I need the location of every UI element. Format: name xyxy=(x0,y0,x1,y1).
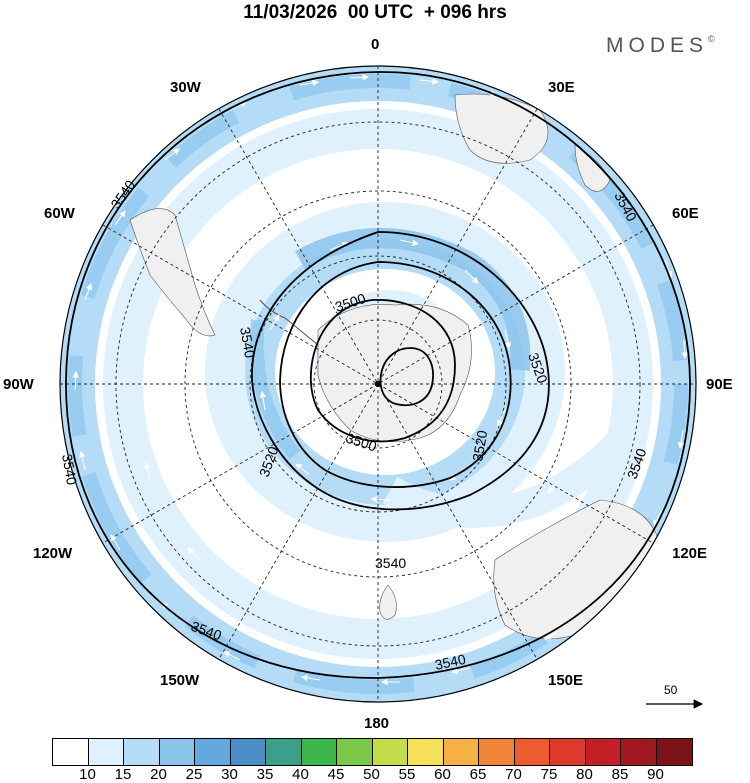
brand-logo: MODES© xyxy=(606,34,715,58)
height-contours xyxy=(65,71,691,679)
legend-swatch xyxy=(514,739,550,765)
map-title: 11/03/2026 00 UTC + 096 hrs xyxy=(243,2,507,23)
lon-label-30w: 30W xyxy=(170,79,201,96)
contour-label: 3540 xyxy=(375,555,406,571)
lon-label-150e: 150E xyxy=(548,672,584,689)
legend-tick-label: 65 xyxy=(469,766,487,783)
legend-tick-label: 25 xyxy=(185,766,203,783)
legend-swatch xyxy=(53,739,89,765)
legend-tick-label: 60 xyxy=(434,766,451,783)
legend-tick-label: 15 xyxy=(114,766,132,783)
legend-swatch xyxy=(301,739,337,765)
legend-tick-label: 75 xyxy=(540,766,558,783)
legend-tick-label: 40 xyxy=(292,766,309,783)
legend-tick-label: 85 xyxy=(611,766,629,783)
lon-label-60e: 60E xyxy=(672,205,699,222)
legend-swatch xyxy=(408,739,444,765)
legend-tick-label: 30 xyxy=(221,766,238,783)
lon-label-90w: 90W xyxy=(3,376,34,393)
legend-swatch xyxy=(550,739,586,765)
inner-jet-streak xyxy=(295,228,531,371)
new-zealand-land xyxy=(379,584,397,620)
legend-tick-label: 70 xyxy=(505,766,522,783)
lon-label-180: 180 xyxy=(364,715,390,732)
map-disk xyxy=(60,66,696,702)
contour-label: 3540 xyxy=(237,326,258,360)
legend-tick-label: 90 xyxy=(647,766,664,783)
legend-tick-label: 35 xyxy=(256,766,274,783)
legend-swatch xyxy=(656,739,692,765)
legend-swatch xyxy=(585,739,621,765)
contour-3540-inner xyxy=(251,231,550,511)
contour-3540-outer xyxy=(65,71,691,679)
legend-tick-label: 55 xyxy=(398,766,416,783)
lon-label-90e: 90E xyxy=(706,376,733,393)
south-america-land xyxy=(129,208,216,337)
lon-label-120e: 120E xyxy=(672,545,708,562)
contour-label: 3540 xyxy=(433,651,467,673)
legend-swatch xyxy=(443,739,479,765)
reference-vector-label: 50 xyxy=(664,683,678,697)
legend-tick-label: 45 xyxy=(327,766,345,783)
map-border xyxy=(59,65,697,703)
color-legend xyxy=(52,738,693,766)
africa-land xyxy=(454,93,549,164)
legend-swatch xyxy=(621,739,657,765)
south-pole-marker xyxy=(375,381,381,387)
lon-label-120w: 120W xyxy=(33,545,73,562)
legend-tick-label: 80 xyxy=(576,766,593,783)
legend-swatch xyxy=(124,739,160,765)
legend-tick-label: 50 xyxy=(363,766,380,783)
legend-swatch xyxy=(230,739,266,765)
legend-swatch xyxy=(159,739,195,765)
legend-swatch xyxy=(88,739,124,765)
madagascar-land xyxy=(574,144,611,192)
contour-label: 3540 xyxy=(59,453,80,487)
legend-tick-label: 10 xyxy=(79,766,96,783)
legend-swatch xyxy=(337,739,373,765)
legend-swatch xyxy=(195,739,231,765)
brand-mark: © xyxy=(708,34,715,44)
contour-3500 xyxy=(309,299,456,443)
lon-label-0: 0 xyxy=(371,36,380,53)
brand-text: MODES xyxy=(606,34,709,57)
polar-map: 3540 3540 3540 3540 3540 3540 3540 3540 … xyxy=(59,65,704,709)
lon-label-30e: 30E xyxy=(548,79,575,96)
contour-3480 xyxy=(379,347,434,407)
legend-swatch xyxy=(372,739,408,765)
antarctica-land xyxy=(317,303,472,442)
legend-swatch xyxy=(479,739,515,765)
lon-label-150w: 150W xyxy=(160,672,200,689)
contour-3520 xyxy=(279,261,512,488)
antarctic-peninsula xyxy=(259,299,319,346)
legend-swatch xyxy=(266,739,302,765)
contour-label: 3520 xyxy=(469,429,490,463)
legend-tick-label: 20 xyxy=(150,766,167,783)
lon-label-60w: 60W xyxy=(44,205,75,222)
